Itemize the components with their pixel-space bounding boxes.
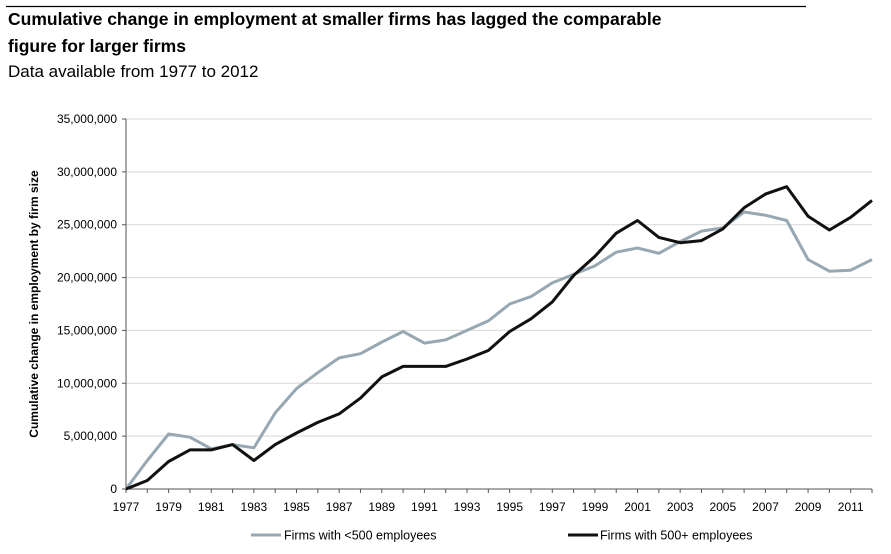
y-axis-label: Cumulative change in employment by firm … [27,170,41,438]
chart-title-line-2: figure for larger firms [8,36,186,56]
x-tick-label: 1983 [241,500,268,514]
legend-label-small-firms: Firms with <500 employees [284,529,437,543]
x-tick-label: 1985 [283,500,310,514]
x-tick-label: 1979 [155,500,182,514]
x-tick-label: 1977 [113,500,140,514]
legend: Firms with <500 employees Firms with 500+… [251,529,753,543]
y-tick-label: 30,000,000 [57,165,117,179]
x-tick-label: 2009 [795,500,822,514]
y-tick-labels: 0 5,000,000 10,000,000 15,000,000 20,000,000… [57,112,117,496]
legend-label-large-firms: Firms with 500+ employees [600,529,753,543]
y-tick-label: 10,000,000 [57,376,117,390]
chart-subtitle: Data available from 1977 to 2012 [8,62,258,81]
x-tick-label: 2005 [709,500,736,514]
x-tick-label: 1989 [368,500,395,514]
y-tick-label: 0 [110,482,117,496]
x-tick-label: 1993 [454,500,481,514]
x-tick-label: 2001 [624,500,651,514]
x-tick-label: 1997 [539,500,566,514]
x-tick-label: 1999 [582,500,609,514]
x-tick-label: 1981 [198,500,225,514]
x-tick-labels: 1977 1979 1981 1983 1985 1987 1989 1991 1993 1995… [113,500,864,514]
x-tick-label: 2003 [667,500,694,514]
series-line-large-firms [125,185,873,491]
y-tick-label: 35,000,000 [57,112,117,126]
y-tick-label: 25,000,000 [57,218,117,232]
gridlines [126,118,872,437]
y-tick-label: 20,000,000 [57,271,117,285]
series-line-small-firms [124,210,873,490]
chart-title-line-1: Cumulative change in employment at small… [8,9,662,29]
x-tick-label: 2011 [838,500,864,514]
x-tick-label: 1995 [496,500,523,514]
y-tick-label: 15,000,000 [57,323,117,337]
y-tick-label: 5,000,000 [64,429,118,443]
series-lines [124,185,873,491]
axes [122,118,873,493]
x-tick-label: 2007 [752,500,779,514]
x-tick-label: 1987 [326,500,353,514]
x-tick-label: 1991 [411,500,438,514]
